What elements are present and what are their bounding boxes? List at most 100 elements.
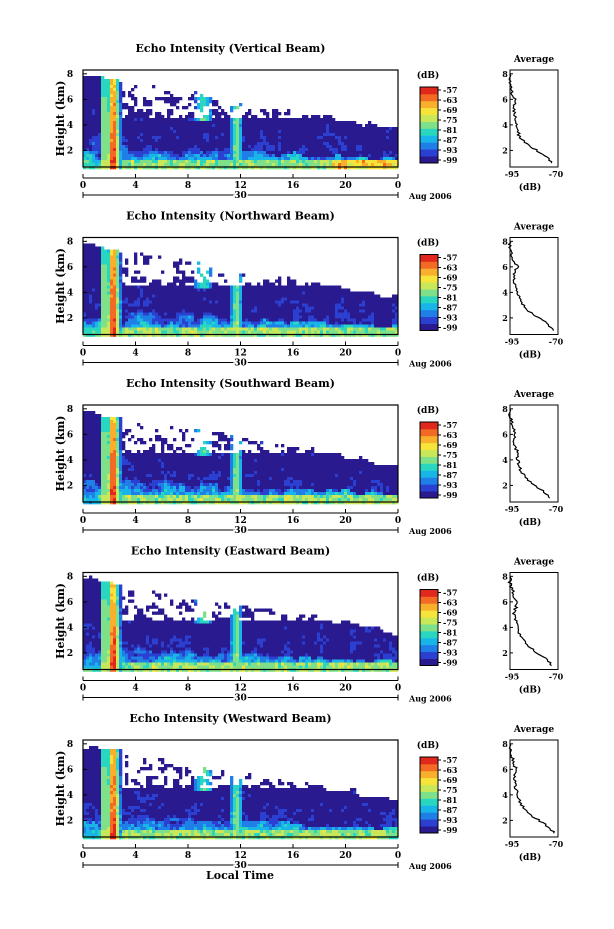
heatmap-cell [320, 145, 324, 149]
heatmap-cell [131, 309, 135, 313]
heatmap-cell [95, 148, 99, 152]
heatmap-cell [104, 483, 108, 487]
heatmap-cell [383, 130, 387, 134]
colorbar-swatch [420, 121, 438, 129]
heatmap-cell [119, 121, 123, 125]
heatmap-cell [227, 160, 231, 164]
heatmap-cell [230, 294, 234, 298]
heatmap-cell [368, 324, 372, 328]
heatmap-cell [185, 133, 189, 137]
heatmap-cell [395, 163, 399, 167]
heatmap-cell [113, 312, 117, 316]
heatmap-cell [392, 145, 396, 149]
heatmap-cell [116, 444, 120, 448]
heatmap-cell [83, 276, 87, 280]
heatmap-cell [239, 130, 243, 134]
heatmap-cell [311, 157, 315, 161]
heatmap-cell [146, 142, 150, 146]
heatmap-cell [287, 133, 291, 137]
heatmap-cell [110, 492, 114, 496]
heatmap-cell [137, 142, 141, 146]
heatmap-cell [365, 142, 369, 146]
heatmap-cell [107, 97, 111, 101]
heatmap-cell [107, 106, 111, 110]
heatmap-cell [152, 483, 156, 487]
heatmap-cell [164, 333, 168, 337]
heatmap-cell [116, 139, 120, 143]
heatmap-cell [182, 270, 186, 274]
heatmap-cell [146, 109, 150, 113]
heatmap-cell [128, 145, 132, 149]
heatmap-cell [194, 121, 198, 125]
heatmap-cell [176, 279, 180, 283]
heatmap-cell [284, 130, 288, 134]
heatmap-cell [104, 303, 108, 307]
heatmap-cell [167, 148, 171, 152]
heatmap-cell [269, 166, 273, 170]
heatmap-cell [200, 324, 204, 328]
heatmap-cell [107, 157, 111, 161]
heatmap-cell [269, 118, 273, 122]
heatmap-cell [371, 306, 375, 310]
heatmap-cell [113, 318, 117, 322]
heatmap-cell [368, 148, 372, 152]
heatmap-cell [113, 252, 117, 256]
heatmap-cell [335, 142, 339, 146]
heatmap-cell [92, 142, 96, 146]
x-tick-label: 12 [234, 181, 247, 191]
heatmap-cell [185, 294, 189, 298]
heatmap-cell [227, 118, 231, 122]
heatmap-cell [272, 306, 276, 310]
heatmap-cell [308, 315, 312, 319]
heatmap-cell [137, 474, 141, 478]
heatmap-cell [173, 160, 177, 164]
heatmap-cell [143, 112, 147, 116]
heatmap-cell [254, 124, 258, 128]
heatmap-cell [374, 148, 378, 152]
heatmap-cell [269, 142, 273, 146]
heatmap-cell [155, 303, 159, 307]
heatmap-cell [155, 480, 159, 484]
heatmap-cell [170, 456, 174, 460]
heatmap-cell [359, 318, 363, 322]
heatmap-cell [89, 255, 93, 259]
heatmap-cell [110, 285, 114, 289]
heatmap-cell [212, 157, 216, 161]
heatmap-cell [242, 157, 246, 161]
x-tick-label: 8 [185, 349, 191, 359]
heatmap-cell [107, 315, 111, 319]
heatmap-cell [305, 291, 309, 295]
heatmap-cell [344, 291, 348, 295]
heatmap-cell [110, 477, 114, 481]
heatmap-cell [281, 312, 285, 316]
heatmap-cell [365, 318, 369, 322]
heatmap-cell [167, 495, 171, 499]
heatmap-cell [188, 154, 192, 158]
heatmap-cell [95, 426, 99, 430]
heatmap-cell [170, 103, 174, 107]
heatmap-cell [158, 133, 162, 137]
date-label: 30 [234, 359, 247, 369]
heatmap-cell [173, 294, 177, 298]
heatmap-cell [248, 157, 252, 161]
heatmap-cell [194, 130, 198, 134]
heatmap-cell [131, 303, 135, 307]
heatmap-cell [326, 297, 330, 301]
heatmap-cell [182, 312, 186, 316]
heatmap-cell [350, 130, 354, 134]
heatmap-cell [233, 118, 237, 122]
heatmap-cell [188, 103, 192, 107]
heatmap-cell [98, 88, 102, 92]
heatmap-cell [155, 160, 159, 164]
heatmap-cell [311, 130, 315, 134]
heatmap-cell [152, 282, 156, 286]
heatmap-cell [158, 471, 162, 475]
heatmap-cell [110, 330, 114, 334]
heatmap-cell [119, 489, 123, 493]
heatmap-cell [389, 136, 393, 140]
heatmap-cell [143, 100, 147, 104]
heatmap-cell [164, 291, 168, 295]
heatmap-cell [254, 136, 258, 140]
heatmap-cell [95, 166, 99, 170]
heatmap-cell [179, 288, 183, 292]
